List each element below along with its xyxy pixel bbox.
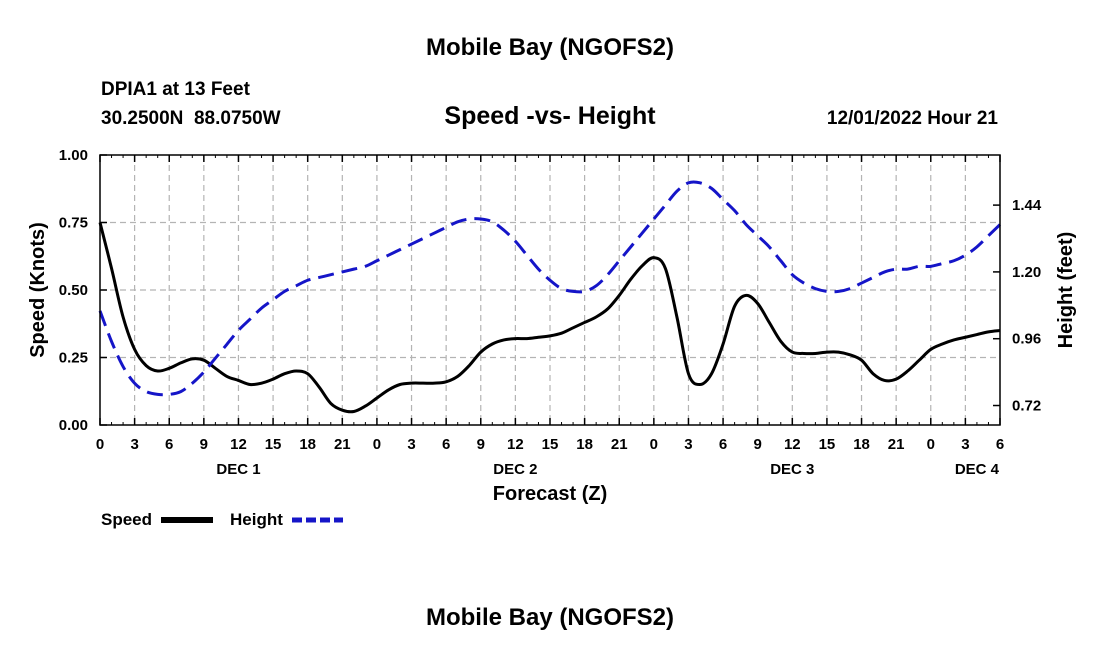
station-coords: 30.2500N 88.0750W — [101, 108, 281, 129]
y2-tick-label: 1.44 — [1012, 197, 1042, 214]
y2-tick-label: 0.96 — [1012, 331, 1041, 348]
day-label: DEC 3 — [770, 461, 814, 478]
station-name: DPIA1 at 13 Feet — [101, 79, 251, 100]
x-tick-label: 0 — [927, 436, 935, 453]
x-tick-label: 6 — [719, 436, 727, 453]
y2-tick-label: 1.20 — [1012, 264, 1041, 281]
x-tick-label: 9 — [477, 436, 485, 453]
x-tick-label: 15 — [265, 436, 282, 453]
day-label: DEC 1 — [216, 461, 260, 478]
x-tick-label: 9 — [200, 436, 208, 453]
x-tick-label: 6 — [442, 436, 450, 453]
day-label: DEC 2 — [493, 461, 537, 478]
page-title: Mobile Bay (NGOFS2) — [426, 34, 674, 61]
legend: Speed Height — [101, 510, 343, 529]
series-line-speed — [98, 222, 1001, 414]
x-tick-label: 12 — [230, 436, 247, 453]
x-tick-label: 18 — [853, 436, 870, 453]
x-tick-label: 0 — [96, 436, 104, 453]
x-tick-label: 3 — [961, 436, 969, 453]
x-tick-label: 3 — [130, 436, 138, 453]
y2-tick-label: 0.72 — [1012, 398, 1041, 415]
series-layer — [98, 180, 1002, 414]
x-tick-label: 0 — [650, 436, 658, 453]
page-title-bottom: Mobile Bay (NGOFS2) — [426, 604, 674, 631]
x-tick-label: 15 — [542, 436, 559, 453]
y-axis-label: Speed (Knots) — [27, 222, 49, 358]
y-tick-label: 0.50 — [59, 282, 88, 299]
x-tick-label: 6 — [165, 436, 173, 453]
y-tick-label: 1.00 — [59, 147, 88, 164]
x-tick-label: 6 — [996, 436, 1004, 453]
grid — [100, 155, 1000, 425]
axis-ticks: 0 3 6 9 12 15 18 21 0 3 6 9 12 15 18 21 0 3 6 9 12 15 18 21 0 3 6 D… — [59, 147, 1042, 478]
x-tick-label: 12 — [784, 436, 801, 453]
x-tick-label: 21 — [334, 436, 351, 453]
x-tick-label: 9 — [754, 436, 762, 453]
x-tick-label: 12 — [507, 436, 524, 453]
day-label: DEC 4 — [955, 461, 1000, 478]
x-tick-label: 18 — [576, 436, 593, 453]
legend-label-height: Height — [230, 510, 283, 529]
series-line-height — [98, 180, 1002, 397]
x-tick-label: 15 — [819, 436, 836, 453]
x-axis-label: Forecast (Z) — [493, 483, 607, 505]
y-tick-label: 0.75 — [59, 215, 88, 232]
y-tick-label: 0.25 — [59, 350, 88, 367]
x-tick-label: 3 — [407, 436, 415, 453]
y2-axis-label: Height (feet) — [1055, 232, 1077, 349]
y-tick-label: 0.00 — [59, 417, 88, 434]
legend-label-speed: Speed — [101, 510, 152, 529]
x-tick-label: 0 — [373, 436, 381, 453]
x-tick-label: 21 — [888, 436, 905, 453]
forecast-timestamp: 12/01/2022 Hour 21 — [827, 108, 999, 129]
x-tick-label: 21 — [611, 436, 628, 453]
chart-title: Speed -vs- Height — [444, 102, 656, 130]
x-tick-label: 18 — [299, 436, 316, 453]
x-tick-label: 3 — [684, 436, 692, 453]
